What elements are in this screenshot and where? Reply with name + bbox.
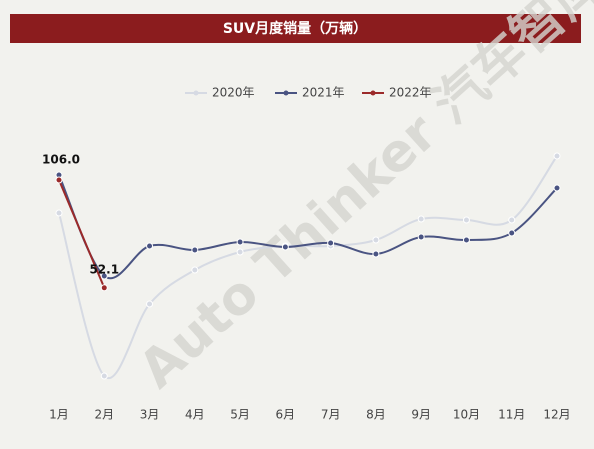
x-tick-label: 4月	[185, 408, 205, 422]
data-point	[191, 266, 199, 274]
data-point	[236, 238, 244, 246]
data-point	[327, 239, 335, 247]
data-point	[236, 248, 244, 256]
x-tick-label: 1月	[49, 408, 69, 422]
data-point	[146, 242, 154, 250]
legend-marker	[283, 90, 289, 96]
x-tick-label: 8月	[366, 408, 386, 422]
x-tick-label: 5月	[230, 408, 250, 422]
data-point	[553, 184, 561, 192]
x-tick-label: 6月	[276, 408, 296, 422]
legend-label: 2022年	[389, 86, 432, 100]
x-tick-label: 10月	[453, 408, 480, 422]
title-banner	[10, 14, 581, 43]
x-tick-label: 9月	[411, 408, 431, 422]
legend-marker	[370, 90, 376, 96]
x-tick-label: 12月	[543, 408, 570, 422]
data-point	[281, 243, 289, 251]
data-point	[191, 246, 199, 254]
series-line	[58, 174, 558, 280]
x-tick-label: 2月	[94, 408, 114, 422]
data-point	[417, 233, 425, 241]
data-point	[508, 216, 516, 224]
legend-label: 2021年	[302, 86, 345, 100]
chart-title: SUV月度销量（万辆）	[223, 20, 367, 37]
x-tick-label: 7月	[321, 408, 341, 422]
data-point	[372, 236, 380, 244]
data-point	[508, 229, 516, 237]
data-point	[462, 216, 470, 224]
data-point	[100, 284, 108, 292]
data-point	[55, 209, 63, 217]
data-point	[100, 372, 108, 380]
data-point	[146, 300, 154, 308]
x-tick-label: 11月	[498, 408, 525, 422]
data-label: 106.0	[42, 153, 80, 167]
series-line	[58, 179, 106, 289]
data-point	[372, 250, 380, 258]
legend-label: 2020年	[212, 86, 255, 100]
x-tick-label: 3月	[140, 408, 160, 422]
data-point	[417, 215, 425, 223]
data-point	[100, 272, 108, 280]
data-point	[55, 176, 63, 184]
data-point	[462, 236, 470, 244]
data-point	[553, 152, 561, 160]
legend-marker	[193, 90, 199, 96]
data-label: 52.1	[89, 262, 119, 276]
